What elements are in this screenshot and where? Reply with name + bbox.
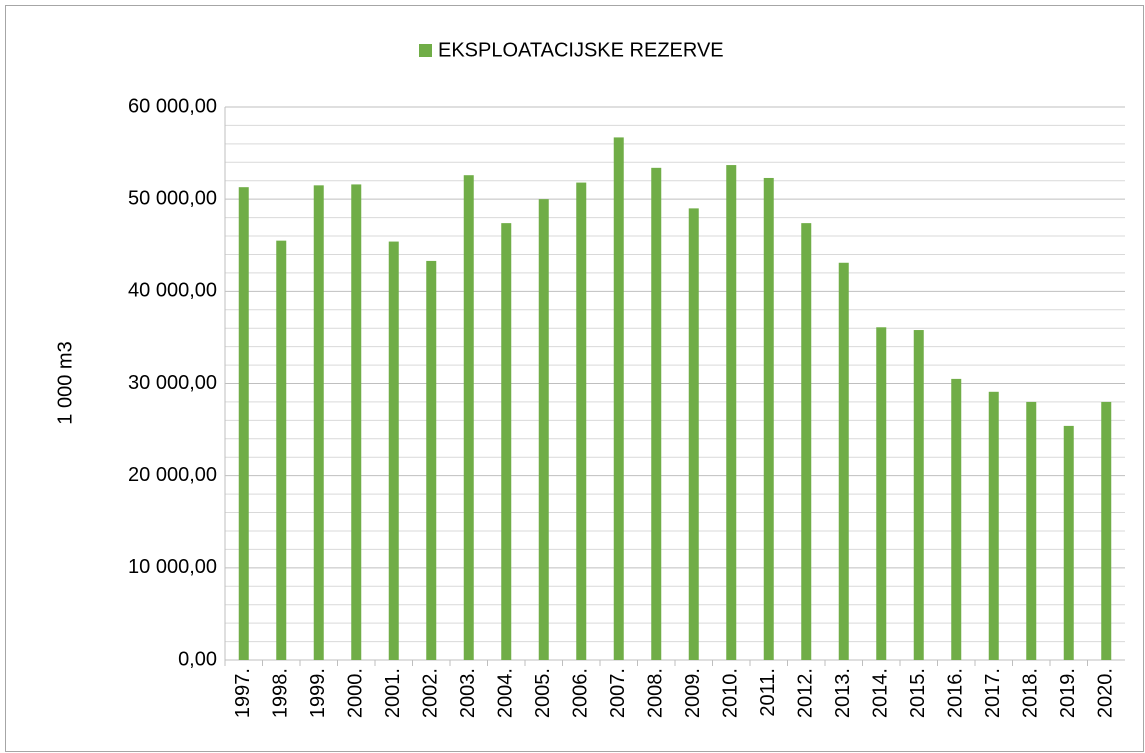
bar	[1101, 401, 1112, 660]
x-tick-label: 1997.	[232, 668, 254, 718]
y-tick-label: 50 000,00	[128, 187, 217, 209]
y-tick-label: 20 000,00	[128, 464, 217, 486]
x-tick-label: 2001.	[382, 668, 404, 718]
legend-label: EKSPLOATACIJSKE REZERVE	[438, 39, 724, 61]
y-axis-label: 1 000 m3	[54, 341, 76, 424]
bar	[388, 241, 399, 660]
bar	[876, 327, 887, 660]
y-tick-label: 40 000,00	[128, 280, 217, 302]
bar	[838, 262, 849, 660]
bar	[313, 185, 324, 660]
x-tick-label: 2006.	[570, 668, 592, 718]
bar	[688, 208, 699, 660]
x-tick-label: 2002.	[420, 668, 442, 718]
y-tick-label: 10 000,00	[128, 556, 217, 578]
x-tick-label: 2007.	[607, 668, 629, 718]
bar	[538, 199, 549, 660]
bar	[951, 378, 962, 660]
bar	[238, 187, 249, 660]
bar	[576, 182, 587, 660]
y-tick-label: 30 000,00	[128, 372, 217, 394]
x-tick-label: 2019.	[1057, 668, 1079, 718]
bar	[613, 137, 624, 661]
x-tick-label: 2015.	[907, 668, 929, 718]
x-tick-label: 1999.	[307, 668, 329, 718]
bar	[1026, 401, 1037, 660]
bar	[763, 177, 774, 661]
x-tick-label: 2009.	[682, 668, 704, 718]
x-tick-label: 2000.	[345, 668, 367, 718]
x-tick-label: 2017.	[982, 668, 1004, 718]
bar	[501, 223, 512, 660]
x-tick-label: 2020.	[1095, 668, 1117, 718]
x-tick-label: 2003.	[457, 668, 479, 718]
x-tick-label: 2014.	[870, 668, 892, 718]
bar	[913, 330, 924, 660]
x-tick-label: 1998.	[270, 668, 292, 718]
bar	[726, 165, 737, 660]
y-tick-label: 60 000,00	[128, 95, 217, 117]
bar	[801, 223, 812, 660]
bar	[988, 391, 999, 660]
x-tick-label: 2010.	[720, 668, 742, 718]
x-tick-label: 2004.	[495, 668, 517, 718]
x-tick-label: 2011.	[757, 668, 779, 717]
x-tick-label: 2016.	[945, 668, 967, 718]
legend-swatch	[419, 44, 432, 57]
x-tick-label: 2018.	[1020, 668, 1042, 718]
bar	[463, 175, 474, 660]
bar	[351, 184, 362, 661]
y-tick-label: 0,00	[178, 648, 217, 670]
x-tick-label: 2012.	[795, 668, 817, 718]
bar	[651, 167, 662, 660]
bar	[1063, 425, 1074, 660]
x-tick-label: 2008.	[645, 668, 667, 718]
x-tick-label: 2005.	[532, 668, 554, 718]
x-tick-label: 2013.	[832, 668, 854, 718]
bar	[276, 240, 287, 660]
bar	[426, 260, 437, 660]
